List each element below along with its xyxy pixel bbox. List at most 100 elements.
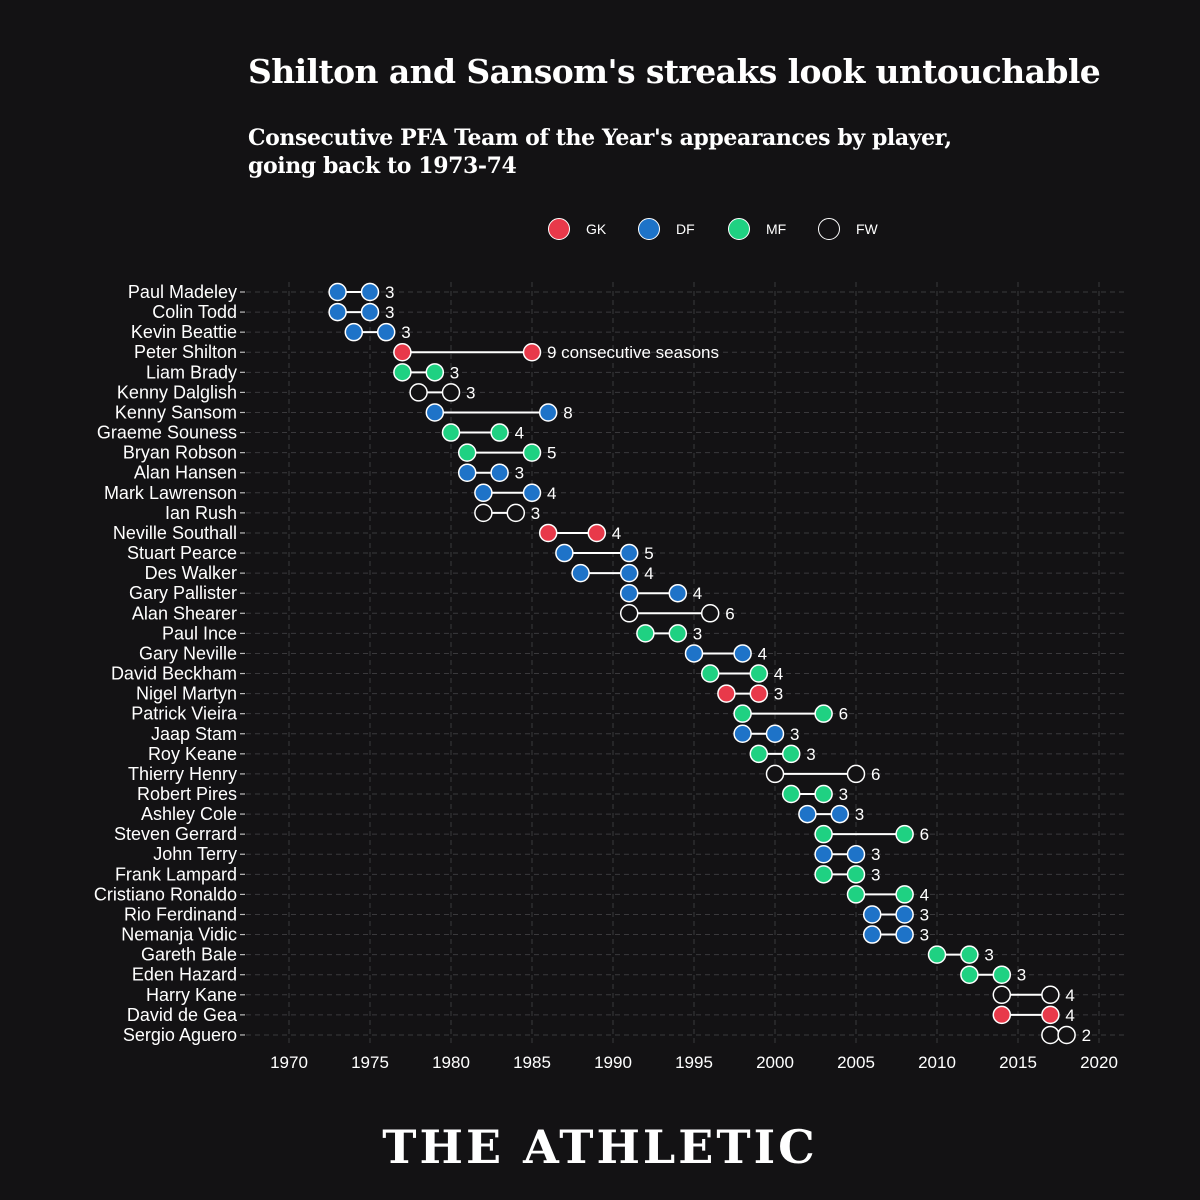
streak-start-dot xyxy=(474,503,493,523)
streak-count-label: 3 xyxy=(450,363,459,382)
streak-end-dot xyxy=(700,604,720,623)
streak-start-dot xyxy=(328,302,347,322)
streak-end-dot xyxy=(846,764,866,784)
streak-start-dot xyxy=(700,664,720,683)
legend: GK DF MF FW xyxy=(548,216,908,242)
x-tick-label: 1970 xyxy=(270,1053,308,1072)
player-name-label: Mark Lawrenson xyxy=(104,483,237,503)
streak-start-dot xyxy=(619,604,639,623)
streak-end-dot xyxy=(360,302,380,322)
player-name-label: Kenny Sansom xyxy=(115,402,237,422)
player-name-label: Eden Hazard xyxy=(132,965,237,985)
streak-count-label: 4 xyxy=(1065,986,1074,1005)
dumbbell-chart: 1970 1975 1980 1985 1990 1995 2000 2005 2010 2015… xyxy=(94,282,1128,1072)
streak-count-label: 3 xyxy=(871,845,880,864)
legend-label-gk: GK xyxy=(586,221,607,237)
streak-start-dot xyxy=(749,744,769,764)
streak-start-dot xyxy=(1041,1025,1060,1045)
streak-start-dot xyxy=(814,824,833,844)
streak-count-label: 8 xyxy=(563,403,572,422)
streak-end-dot xyxy=(376,322,396,342)
legend-swatch-fw xyxy=(818,218,840,240)
streak-start-dot xyxy=(684,644,704,663)
streak-start-dot xyxy=(733,724,752,744)
streak-start-dot xyxy=(862,905,882,924)
streak-end-dot xyxy=(749,664,769,683)
player-name-label: Kenny Dalglish xyxy=(117,382,237,402)
streak-end-dot xyxy=(830,804,850,824)
streak-end-dot xyxy=(360,282,380,302)
streak-start-dot xyxy=(636,624,655,643)
player-name-label: Roy Keane xyxy=(148,744,237,764)
streak-end-dot xyxy=(895,905,914,924)
streak-end-dot xyxy=(522,443,542,462)
streak-end-dot xyxy=(490,423,509,442)
streak-start-dot xyxy=(765,764,785,784)
streak-start-dot xyxy=(798,804,817,824)
player-name-label: Des Walker xyxy=(145,563,237,583)
streak-start-dot xyxy=(571,563,590,583)
player-name-label: Nemanja Vidic xyxy=(121,925,237,945)
streak-count-label: 4 xyxy=(515,424,524,443)
streak-count-label: 6 xyxy=(725,604,734,623)
streak-end-dot xyxy=(846,865,866,884)
legend-item-df: DF xyxy=(638,218,714,240)
streak-end-dot xyxy=(733,644,752,663)
streak-start-dot xyxy=(846,885,866,904)
legend-item-gk: GK xyxy=(548,218,624,240)
streak-start-dot xyxy=(393,342,412,362)
player-name-label: Bryan Robson xyxy=(123,443,237,463)
streak-end-dot xyxy=(895,925,914,944)
streak-count-label: 3 xyxy=(385,303,394,322)
streak-start-dot xyxy=(814,865,833,884)
streak-count-label: 3 xyxy=(871,865,880,884)
streak-count-label: 3 xyxy=(466,383,475,402)
x-tick-label: 1990 xyxy=(594,1053,632,1072)
streak-start-dot xyxy=(717,684,736,703)
streak-start-dot xyxy=(992,985,1012,1005)
player-name-label: Nigel Martyn xyxy=(136,684,237,704)
streak-count-label: 4 xyxy=(774,665,783,684)
streak-count-label: 3 xyxy=(401,323,410,342)
x-tick-label: 2015 xyxy=(999,1053,1037,1072)
streak-start-dot xyxy=(960,965,979,984)
player-name-label: Alan Hansen xyxy=(134,463,237,483)
streak-start-dot xyxy=(555,543,574,563)
legend-swatch-mf xyxy=(728,218,750,240)
streak-end-dot xyxy=(441,383,461,402)
streak-end-dot xyxy=(1041,985,1060,1005)
streak-start-dot xyxy=(425,403,445,422)
streak-count-label: 3 xyxy=(984,946,993,965)
streak-count-label: 6 xyxy=(871,765,880,784)
streak-end-dot xyxy=(895,885,914,904)
streak-end-dot xyxy=(814,784,833,804)
x-tick-label: 1995 xyxy=(675,1053,713,1072)
streak-count-label: 3 xyxy=(774,685,783,704)
player-name-label: Frank Lampard xyxy=(115,864,237,884)
legend-item-fw: FW xyxy=(818,218,894,240)
streak-end-dot xyxy=(749,684,769,703)
player-name-label: Colin Todd xyxy=(152,302,237,322)
streak-count-label: 3 xyxy=(806,745,815,764)
player-name-label: John Terry xyxy=(153,844,237,864)
streak-count-label: 3 xyxy=(839,785,848,804)
streak-end-dot xyxy=(992,965,1012,984)
player-name-label: Harry Kane xyxy=(146,985,237,1005)
player-name-label: Paul Madeley xyxy=(128,282,237,302)
legend-swatch-gk xyxy=(548,218,570,240)
player-name-label: Gary Neville xyxy=(139,643,237,663)
streak-start-dot xyxy=(927,945,947,964)
player-name-label: Paul Ince xyxy=(162,623,237,643)
streak-end-dot xyxy=(895,824,914,844)
streak-count-label: 3 xyxy=(531,504,540,523)
chart-title: Shilton and Sansom's streaks look untouc… xyxy=(248,52,1101,91)
x-tick-label: 2010 xyxy=(918,1053,956,1072)
streak-start-dot xyxy=(474,483,493,503)
player-name-label: Alan Shearer xyxy=(132,603,237,623)
streak-end-dot xyxy=(781,744,801,764)
streak-start-dot xyxy=(457,443,477,462)
streak-count-label: 2 xyxy=(1082,1026,1091,1045)
streak-start-dot xyxy=(441,423,461,442)
streak-count-label: 5 xyxy=(547,444,556,463)
player-name-label: Stuart Pearce xyxy=(127,543,237,563)
